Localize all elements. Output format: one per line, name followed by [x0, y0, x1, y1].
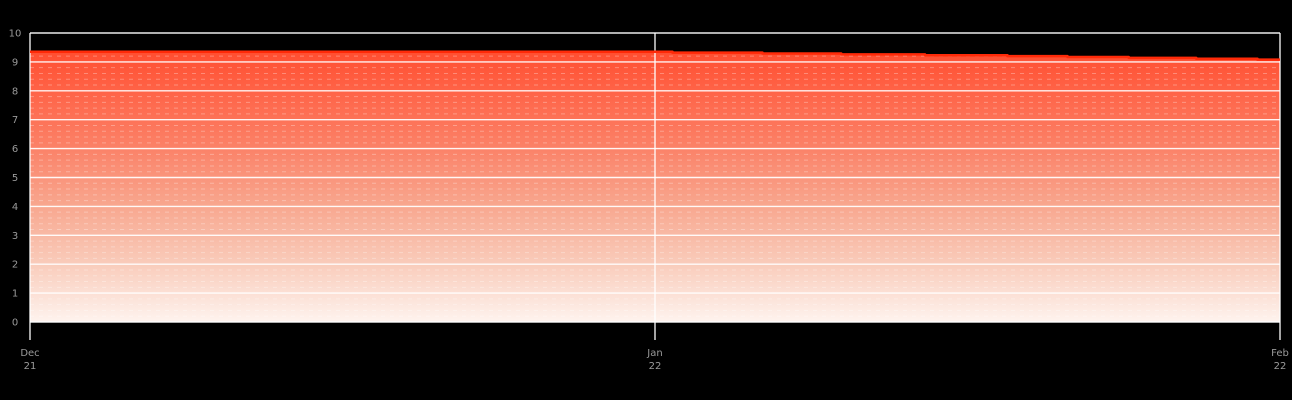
vertical-gridlines — [29, 33, 1281, 340]
y-axis-label: 7 — [12, 115, 18, 126]
x-axis-labels: Dec 21 Jan 22 Feb 22 — [20, 348, 1289, 372]
y-axis-label: 6 — [12, 144, 18, 155]
x-axis-label: Jan — [646, 348, 662, 359]
x-axis-label: 22 — [649, 361, 662, 372]
y-axis-label: 3 — [12, 231, 18, 242]
area-stroke-line — [30, 50, 1280, 61]
y-axis-label: 4 — [12, 202, 18, 213]
y-axis-label: 10 — [9, 29, 22, 40]
y-axis-label: 5 — [12, 173, 18, 184]
x-axis-label: 21 — [24, 361, 37, 372]
x-axis-label: Dec — [20, 348, 39, 359]
y-axis-label: 1 — [12, 289, 18, 300]
x-axis-label: Feb — [1271, 348, 1289, 359]
y-axis-label: 2 — [12, 260, 18, 271]
y-axis-label: 0 — [12, 318, 18, 329]
y-axis-label: 8 — [12, 86, 18, 97]
x-axis-label: 22 — [1274, 361, 1287, 372]
y-axis-labels: 0 1 2 3 4 5 6 7 8 9 10 — [9, 29, 22, 329]
y-axis-label: 9 — [12, 57, 18, 68]
